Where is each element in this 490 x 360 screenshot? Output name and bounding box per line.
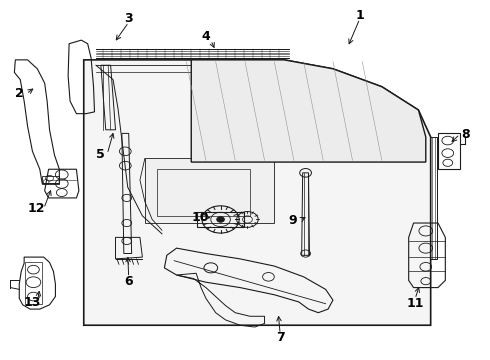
Circle shape: [217, 217, 224, 222]
Text: 13: 13: [24, 296, 41, 309]
Text: 1: 1: [355, 9, 364, 22]
Text: 11: 11: [406, 297, 424, 310]
Text: 4: 4: [201, 30, 210, 43]
Text: 10: 10: [191, 211, 209, 224]
Polygon shape: [84, 60, 431, 325]
Polygon shape: [145, 158, 274, 223]
Polygon shape: [191, 60, 426, 162]
Text: 8: 8: [462, 127, 470, 141]
Text: 2: 2: [15, 87, 24, 100]
Text: 12: 12: [27, 202, 45, 215]
Text: 3: 3: [124, 12, 133, 25]
Text: 7: 7: [276, 331, 285, 344]
Text: 6: 6: [124, 275, 133, 288]
Text: 5: 5: [97, 148, 105, 161]
Text: 9: 9: [288, 214, 297, 227]
